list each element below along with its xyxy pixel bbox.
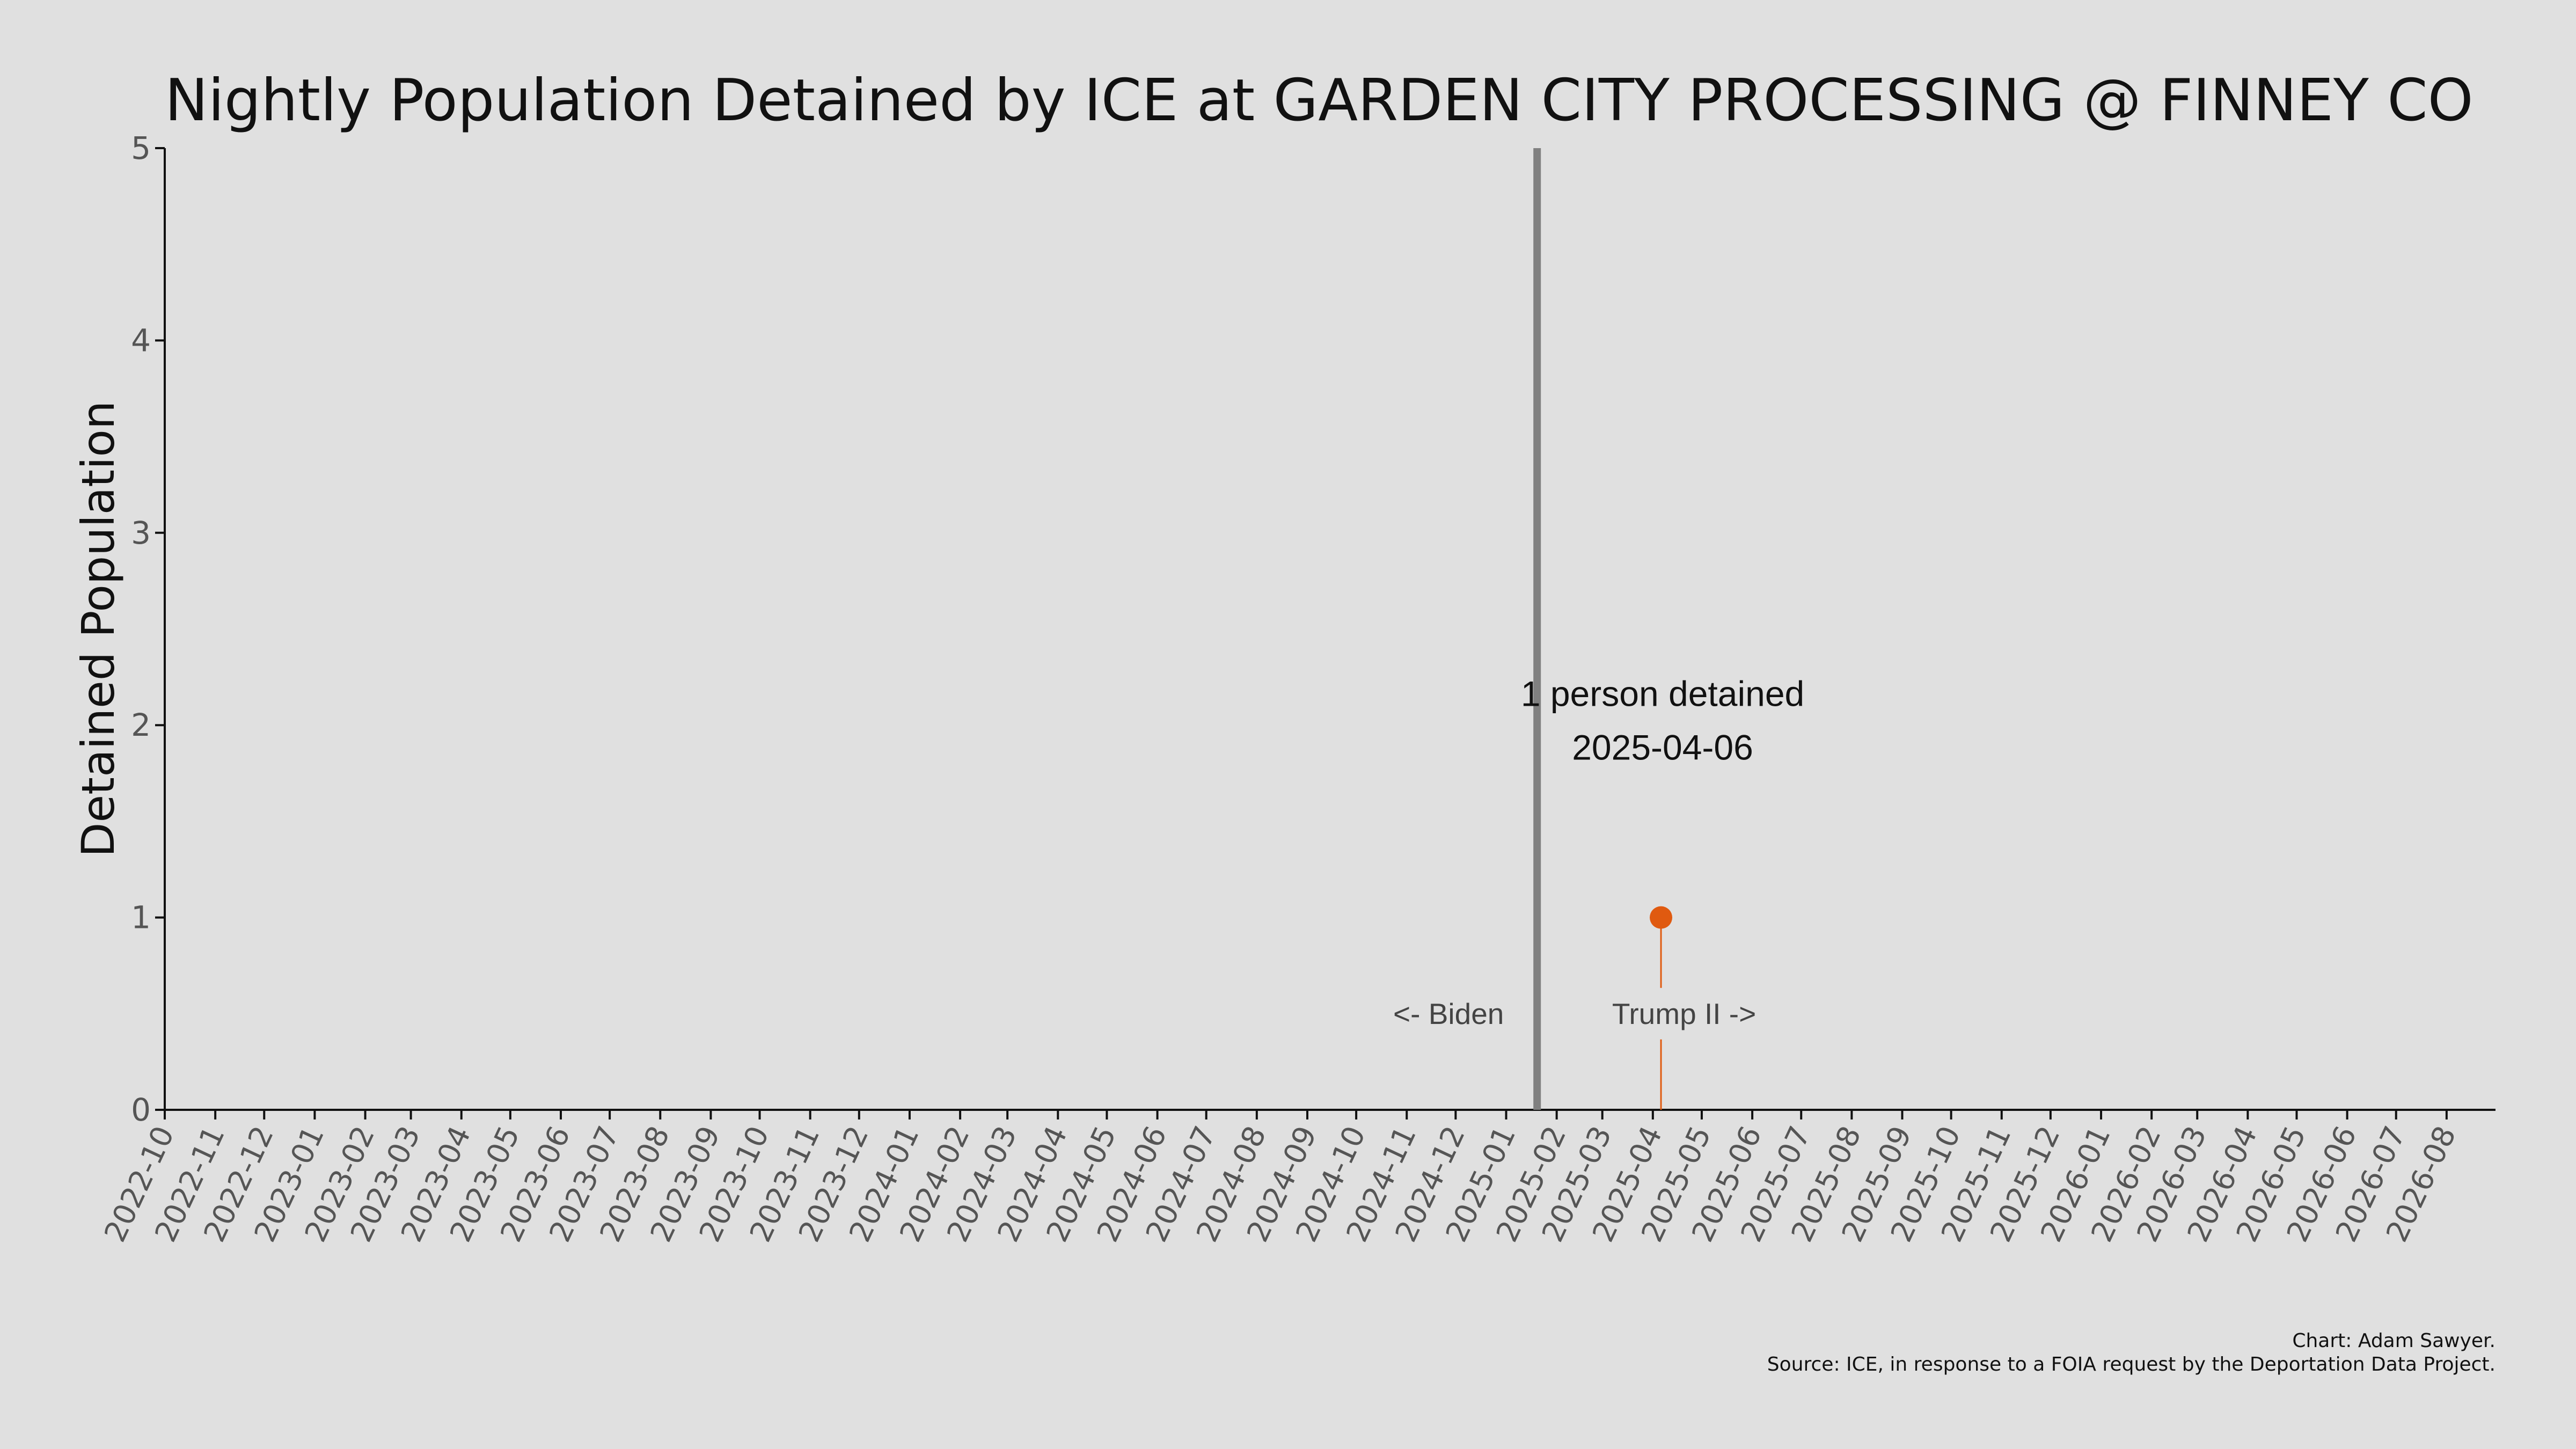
y-tick-label: 3 (131, 515, 151, 551)
y-tick-label: 5 (131, 130, 151, 166)
y-tick-label: 2 (131, 707, 151, 743)
chart-title: Nightly Population Detained by ICE at GA… (165, 67, 2473, 134)
y-tick-label: 1 (131, 899, 151, 936)
credit-line: Chart: Adam Sawyer. (2292, 1330, 2496, 1352)
annotation-date: 2025-04-06 (1572, 728, 1753, 767)
y-axis-label: Detained Population (72, 401, 125, 857)
annotation-count: 1 person detained (1521, 674, 1804, 713)
y-tick-label: 0 (131, 1092, 151, 1128)
era-label-biden: <- Biden (1393, 997, 1504, 1030)
source-line: Source: ICE, in response to a FOIA reque… (1767, 1353, 2496, 1375)
data-point (1650, 906, 1673, 929)
y-tick-label: 4 (131, 322, 151, 358)
plot-area: 0123452022-102022-112022-122023-012023-0… (98, 130, 2496, 1247)
era-label-background (1597, 987, 1806, 1040)
era-label-trump: Trump II -> (1612, 997, 1756, 1030)
